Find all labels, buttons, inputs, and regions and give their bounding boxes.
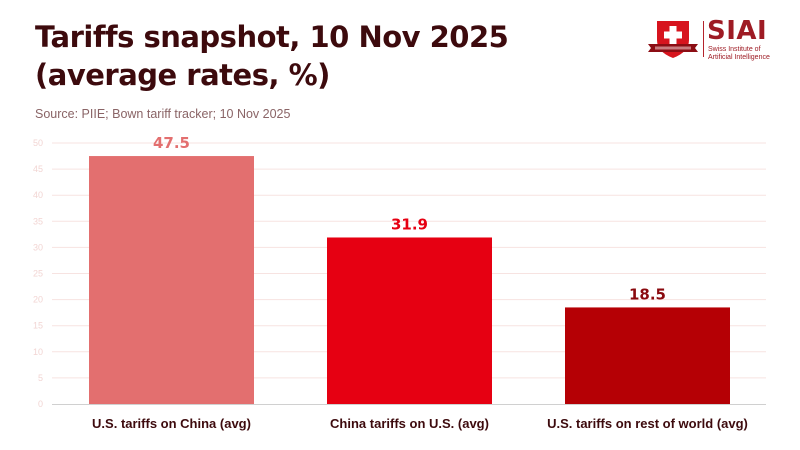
- y-tick-label: 40: [33, 190, 43, 200]
- x-tick-label: China tariffs on U.S. (avg): [330, 416, 489, 431]
- bar: [327, 237, 492, 404]
- logo-subtitle: Swiss Institute of Artificial Intelligen…: [708, 46, 778, 61]
- bars: [89, 156, 730, 404]
- y-tick-label: 45: [33, 164, 43, 174]
- logo-brand: SIAI: [707, 16, 768, 46]
- siai-logo: SIAI Swiss Institute of Artificial Intel…: [645, 16, 770, 61]
- bar: [89, 156, 254, 404]
- bar-value-label: 18.5: [629, 285, 666, 303]
- y-tick-label: 10: [33, 347, 43, 357]
- logo-subtitle-line-2: Artificial Intelligence: [708, 53, 770, 61]
- y-tick-label: 30: [33, 242, 43, 252]
- chart-title-line-2: (average rates, %): [35, 58, 330, 92]
- y-tick-label: 15: [33, 321, 43, 331]
- y-tick-label: 35: [33, 216, 43, 226]
- x-axis-labels: U.S. tariffs on China (avg) China tariffs…: [92, 416, 748, 431]
- chart-title: Tariffs snapshot, 10 Nov 2025 (average r…: [35, 18, 595, 94]
- bar-value-label: 47.5: [153, 134, 190, 152]
- y-tick-label: 5: [38, 373, 43, 383]
- y-axis-ticks: 0 5 10 15 20 25 30 35 40 45 50: [33, 138, 43, 409]
- y-tick-label: 0: [38, 399, 43, 409]
- y-tick-label: 50: [33, 138, 43, 148]
- logo-divider: [703, 21, 704, 57]
- bar-value-label: 31.9: [391, 215, 428, 233]
- shield-cross-icon: [648, 21, 698, 58]
- x-tick-label: U.S. tariffs on China (avg): [92, 416, 251, 431]
- bar: [565, 307, 730, 404]
- value-labels: 47.5 31.9 18.5: [153, 134, 666, 303]
- y-tick-label: 25: [33, 269, 43, 279]
- logo-subtitle-line-1: Swiss Institute of: [708, 46, 761, 53]
- y-tick-label: 20: [33, 295, 43, 305]
- chart-title-line-1: Tariffs snapshot, 10 Nov 2025: [35, 20, 509, 54]
- chart-source: Source: PIIE; Bown tariff tracker; 10 No…: [35, 107, 291, 121]
- x-tick-label: U.S. tariffs on rest of world (avg): [547, 416, 748, 431]
